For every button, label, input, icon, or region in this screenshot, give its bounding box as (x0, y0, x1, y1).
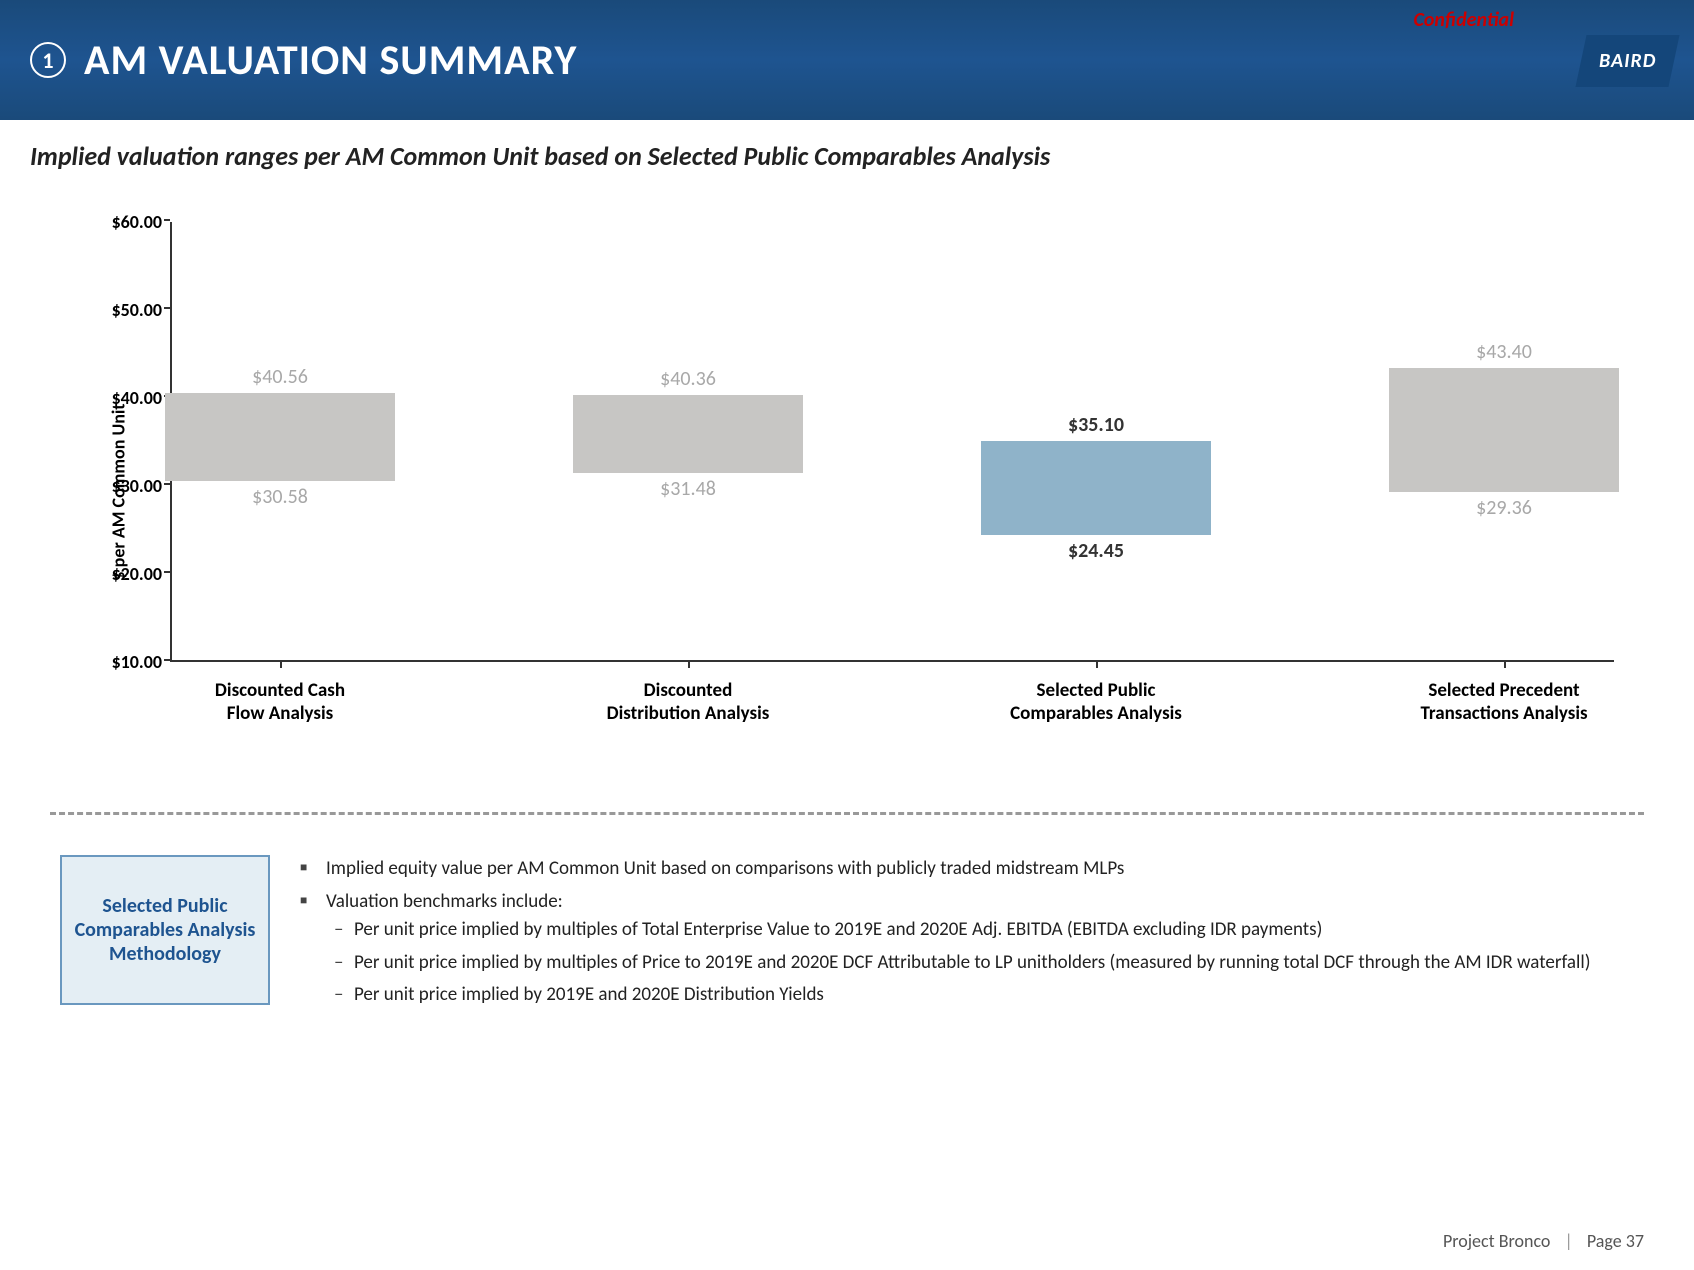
y-tick-label: $20.00 (92, 563, 162, 585)
project-name: Project Bronco (1443, 1230, 1550, 1252)
bar-high-label: $35.10 (981, 413, 1211, 437)
subtitle: Implied valuation ranges per AM Common U… (0, 120, 1694, 182)
methodology-text: Implied equity value per AM Common Unit … (300, 855, 1590, 1014)
bar-high-label: $40.36 (573, 367, 803, 391)
category-label: DiscountedDistribution Analysis (538, 680, 838, 726)
category-label: Selected PublicComparables Analysis (946, 680, 1246, 726)
valuation-chart: $ per AM Common Unit $10.00$20.00$30.00$… (60, 222, 1634, 762)
chart-bar: $40.56$30.58 (165, 393, 395, 481)
bar-low-label: $30.58 (165, 485, 395, 509)
bullet-item: Implied equity value per AM Common Unit … (300, 855, 1590, 884)
footer: Project Bronco | Page 37 (1443, 1230, 1644, 1252)
y-tick-label: $10.00 (92, 651, 162, 673)
y-tick-mark (164, 571, 170, 573)
x-tick-mark (1096, 662, 1098, 668)
bar-high-label: $40.56 (165, 365, 395, 389)
y-tick-mark (164, 219, 170, 221)
page-title: AM VALUATION SUMMARY (84, 35, 577, 86)
y-tick-label: $30.00 (92, 475, 162, 497)
sub-bullet-item: Per unit price implied by multiples of T… (326, 916, 1590, 945)
bar-low-label: $29.36 (1389, 496, 1619, 520)
x-tick-mark (1504, 662, 1506, 668)
plot-area: $10.00$20.00$30.00$40.00$50.00$60.00$40.… (170, 222, 1614, 662)
bar-high-label: $43.40 (1389, 340, 1619, 364)
footer-separator: | (1564, 1230, 1572, 1252)
bullet-item: Valuation benchmarks include:Per unit pr… (300, 888, 1590, 1010)
x-tick-mark (280, 662, 282, 668)
category-label: Selected PrecedentTransactions Analysis (1354, 680, 1654, 726)
confidential-stamp: Confidential (1414, 8, 1514, 32)
chart-bar: $35.10$24.45 (981, 441, 1211, 535)
page-number: Page 37 (1587, 1230, 1644, 1252)
bar-low-label: $31.48 (573, 477, 803, 501)
methodology-section: Selected Public Comparables Analysis Met… (0, 835, 1694, 1034)
y-tick-label: $40.00 (92, 387, 162, 409)
section-number-badge: 1 (30, 42, 66, 78)
bar-low-label: $24.45 (981, 539, 1211, 563)
sub-bullet-item: Per unit price implied by 2019E and 2020… (326, 981, 1590, 1010)
y-tick-mark (164, 659, 170, 661)
x-axis-line (170, 660, 1614, 662)
chart-bar: $40.36$31.48 (573, 395, 803, 473)
x-tick-mark (688, 662, 690, 668)
header-bar: 1 AM VALUATION SUMMARY Confidential BAIR… (0, 0, 1694, 120)
y-tick-mark (164, 307, 170, 309)
chart-bar: $43.40$29.36 (1389, 368, 1619, 492)
section-divider (50, 812, 1644, 815)
category-label: Discounted CashFlow Analysis (130, 680, 430, 726)
baird-logo: BAIRD (1575, 35, 1679, 87)
section-number: 1 (42, 47, 53, 74)
y-tick-label: $60.00 (92, 211, 162, 233)
sub-bullet-item: Per unit price implied by multiples of P… (326, 949, 1590, 978)
methodology-box: Selected Public Comparables Analysis Met… (60, 855, 270, 1005)
y-tick-label: $50.00 (92, 299, 162, 321)
